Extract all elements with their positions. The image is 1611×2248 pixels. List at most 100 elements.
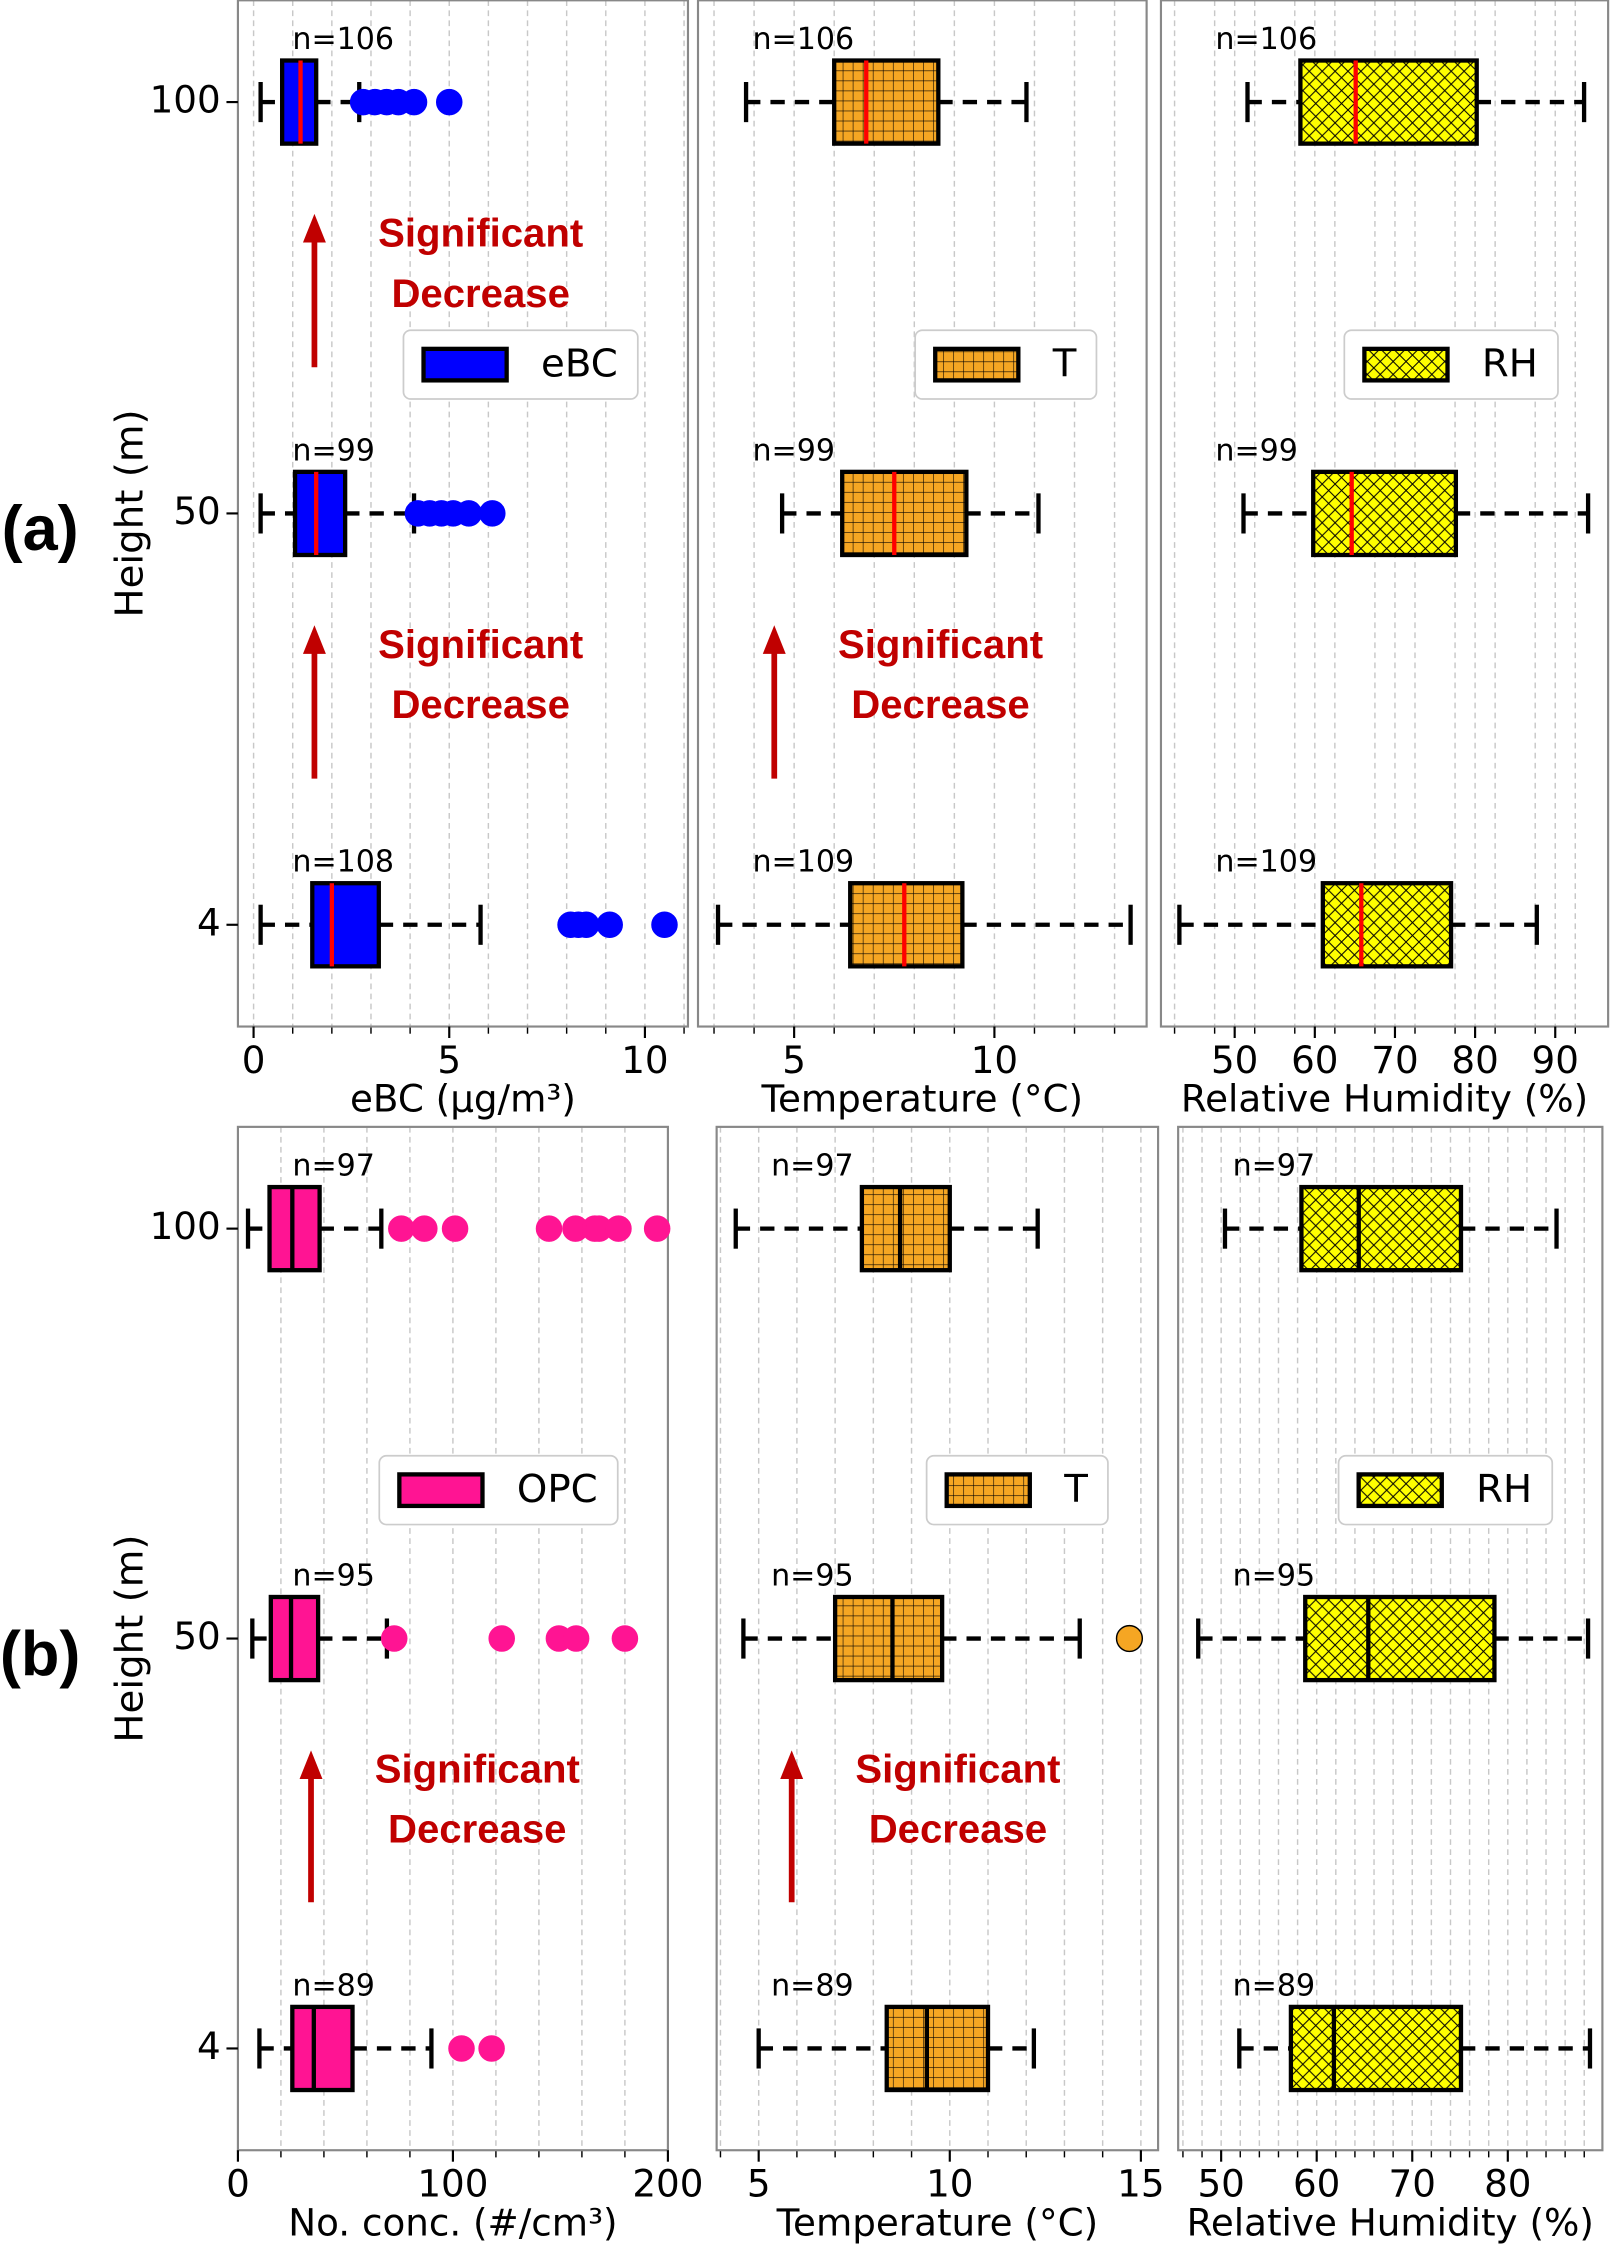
legend-patch [1362, 346, 1450, 383]
n-label: n=95 [1233, 1558, 1316, 1593]
annotation: Significant [855, 1746, 1060, 1791]
legend-patch [421, 346, 509, 383]
x-tick-label: 10 [971, 1038, 1018, 1082]
box [268, 1594, 321, 1683]
box-group [733, 1184, 1040, 1273]
y-tick-label: 4 [197, 2024, 221, 2068]
outlier [441, 1215, 469, 1242]
legend: OPC [378, 1454, 619, 1526]
outlier [535, 1215, 563, 1242]
box-group [779, 469, 1041, 558]
panel-label: (a) [2, 494, 79, 564]
x-tick-label: 50 [1197, 2162, 1244, 2206]
annotation: Decrease [851, 682, 1029, 727]
x-tick-label: 10 [926, 2162, 973, 2206]
outlier [400, 88, 428, 116]
x-tick-label: 10 [621, 1038, 668, 1082]
box [1311, 469, 1459, 558]
y-tick-label: 50 [173, 1614, 220, 1658]
outlier [478, 2035, 505, 2062]
box-group [1237, 2004, 1593, 2093]
axes-frame [1159, 0, 1610, 1028]
legend-patch [1356, 1472, 1444, 1509]
n-label: n=109 [752, 845, 854, 880]
box-group [258, 58, 463, 146]
x-tick-label: 80 [1451, 1038, 1498, 1082]
box [1299, 1184, 1464, 1273]
x-tick-label: 60 [1293, 2162, 1340, 2206]
y-tick-label: 4 [197, 900, 221, 944]
x-tick-label: 50 [1211, 1038, 1258, 1082]
box-group [245, 1184, 671, 1273]
x-tick-label: 70 [1389, 2162, 1436, 2206]
box-group [1177, 881, 1539, 969]
outlier [605, 1215, 632, 1242]
legend-patch [397, 1472, 485, 1509]
box [859, 1184, 952, 1273]
arrow-head [302, 625, 326, 654]
n-label: n=99 [1215, 433, 1298, 468]
x-tick-label: 60 [1291, 1038, 1338, 1082]
x-tick-label: 5 [747, 2162, 771, 2206]
box [267, 1184, 322, 1273]
n-label: n=109 [1215, 845, 1317, 880]
axes-frame [715, 1125, 1160, 2152]
outlier [411, 1215, 438, 1242]
x-axis-label: Relative Humidity (%) [1187, 2200, 1594, 2244]
arrow-head [302, 213, 326, 243]
outlier [562, 1625, 590, 1652]
outlier [435, 88, 463, 116]
legend: T [925, 1454, 1109, 1526]
legend-label: eBC [541, 342, 618, 387]
n-label: n=89 [771, 1968, 854, 2003]
annotation: Significant [378, 622, 583, 667]
box-group [715, 881, 1133, 969]
y-axis-label: Height (m) [107, 409, 152, 617]
x-tick-label: 5 [782, 1038, 806, 1082]
x-axis-label: Temperature (°C) [776, 2200, 1099, 2244]
box-group [258, 881, 678, 969]
box [1320, 881, 1454, 969]
n-label: n=95 [292, 1558, 375, 1593]
box [290, 2004, 355, 2093]
x-tick-label: 15 [1117, 2162, 1164, 2206]
outlier [479, 500, 506, 527]
x-tick-label: 0 [226, 2162, 250, 2206]
outlier [572, 911, 600, 939]
n-label: n=99 [752, 433, 835, 468]
n-label: n=108 [292, 845, 394, 880]
legend-label: OPC [517, 1467, 598, 1512]
x-tick-label: 0 [242, 1038, 266, 1082]
legend: eBC [402, 329, 639, 400]
outlier [388, 1215, 415, 1242]
legend-patch [944, 1472, 1032, 1509]
x-tick-label: 200 [632, 2162, 703, 2206]
x-tick-label: 80 [1484, 2162, 1531, 2206]
box [840, 469, 969, 558]
n-label: n=97 [1233, 1148, 1316, 1183]
annotation: Decrease [388, 1807, 567, 1852]
n-label: n=106 [752, 22, 854, 57]
box-group [1196, 1594, 1591, 1683]
legend-patch [933, 346, 1021, 383]
box-group [258, 469, 506, 558]
box [884, 2004, 991, 2093]
n-label: n=106 [292, 22, 394, 57]
legend-label: T [1052, 342, 1077, 387]
annotation: Significant [375, 1746, 580, 1791]
n-label: n=89 [1233, 1968, 1316, 2003]
panel-label: (b) [0, 1619, 80, 1689]
box [1298, 58, 1479, 146]
x-tick-label: 5 [437, 1038, 461, 1082]
x-tick-label: 90 [1532, 1038, 1579, 1082]
annotation: Significant [378, 211, 583, 256]
x-axis-label: Temperature (°C) [761, 1077, 1084, 1121]
outlier [448, 2035, 475, 2062]
y-tick-label: 100 [150, 78, 221, 122]
arrow-head [780, 1750, 804, 1780]
legend-label: T [1063, 1467, 1088, 1512]
box-group [741, 1594, 1144, 1683]
box-group [250, 1594, 639, 1683]
